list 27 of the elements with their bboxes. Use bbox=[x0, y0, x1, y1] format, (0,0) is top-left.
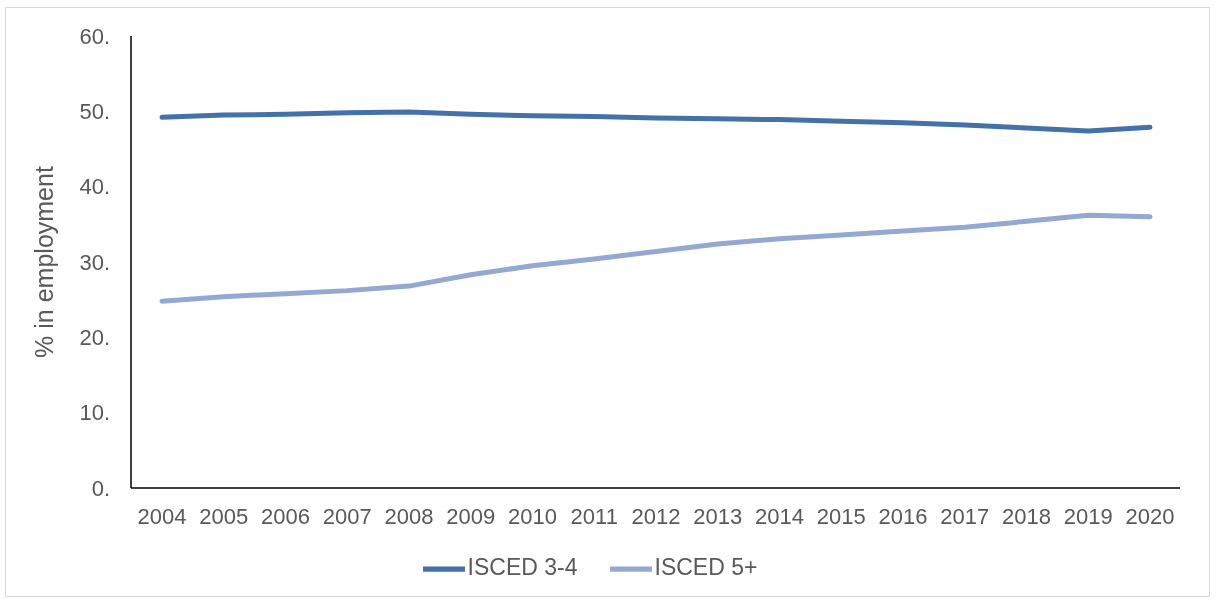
legend-label: ISCED 5+ bbox=[654, 554, 758, 581]
x-tick-label: 2018 bbox=[1002, 503, 1051, 529]
x-tick-label: 2005 bbox=[199, 503, 249, 529]
x-tick-label: 2008 bbox=[384, 503, 434, 529]
y-tick-label: 0. bbox=[91, 475, 110, 501]
x-tick-label: 2006 bbox=[261, 503, 310, 529]
y-tick-label: 20. bbox=[79, 325, 110, 351]
legend-label: ISCED 3-4 bbox=[467, 554, 578, 581]
y-tick-label: 10. bbox=[79, 400, 110, 426]
x-tick-label: 2020 bbox=[1125, 503, 1175, 529]
x-tick-label: 2011 bbox=[570, 503, 618, 529]
x-tick-label: 2012 bbox=[631, 503, 681, 529]
x-tick-label: 2019 bbox=[1063, 503, 1113, 529]
x-tick-label: 2007 bbox=[322, 503, 372, 529]
x-tick-label: 2016 bbox=[878, 503, 928, 529]
x-tick-label: 2004 bbox=[137, 503, 187, 529]
y-tick-label: 50. bbox=[79, 99, 110, 125]
y-axis-title: % in employment bbox=[29, 166, 58, 358]
x-tick-label: 2010 bbox=[508, 503, 557, 529]
x-tick-label: 2009 bbox=[446, 503, 496, 529]
x-tick-label: 2015 bbox=[816, 503, 866, 529]
x-tick-label: 2017 bbox=[940, 503, 990, 529]
y-tick-label: 60. bbox=[79, 23, 110, 49]
x-tick-label: 2014 bbox=[755, 503, 804, 529]
y-tick-label: 30. bbox=[79, 249, 110, 275]
x-tick-label: 2013 bbox=[693, 503, 743, 529]
y-tick-label: 40. bbox=[79, 174, 110, 200]
